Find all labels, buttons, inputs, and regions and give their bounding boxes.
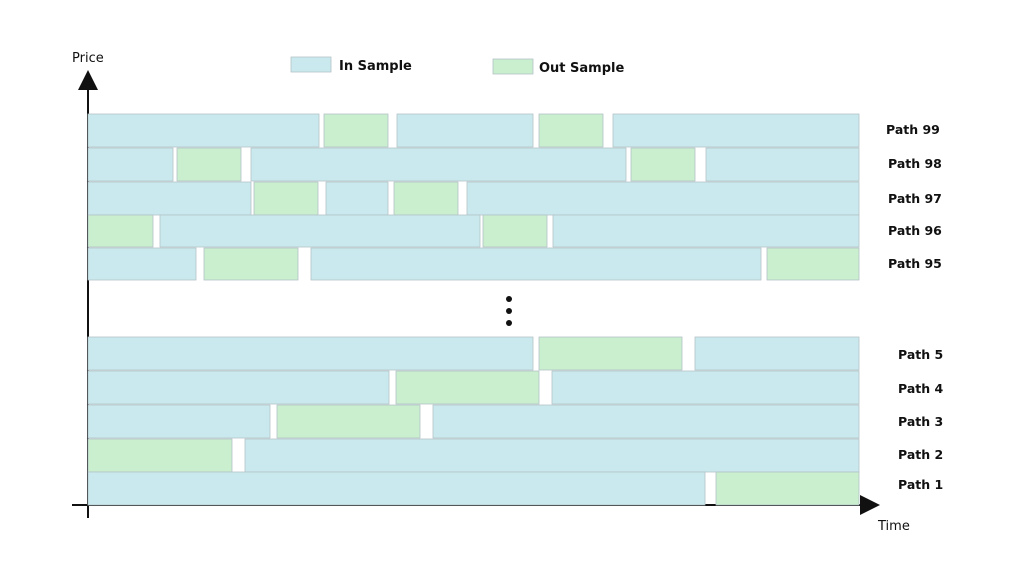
- path-row-path-98: Path 98: [87, 147, 942, 182]
- in-sample-segment: [87, 113, 320, 148]
- in-sample-segment: [466, 181, 860, 216]
- in-sample-segment: [87, 370, 390, 405]
- in-sample-segment: [694, 336, 860, 371]
- path-row-path-99: Path 99: [87, 113, 940, 148]
- out-sample-segment: [395, 370, 540, 405]
- paths: Path 99 Path 98 Path 97 Path 96 Path 95 Path …: [87, 113, 943, 506]
- in-sample-segment: [87, 471, 706, 506]
- path-label: Path 95: [888, 256, 942, 271]
- in-sample-segment: [552, 214, 860, 248]
- in-sample-segment: [325, 181, 389, 216]
- out-sample-segment: [538, 336, 683, 371]
- out-sample-segment: [176, 147, 242, 182]
- out-sample-segment: [538, 113, 604, 148]
- x-axis-label: Time: [877, 519, 910, 534]
- legend-label-out-sample: Out Sample: [539, 61, 624, 76]
- path-row-path-2: Path 2: [87, 438, 943, 473]
- legend: In Sample Out Sample: [290, 56, 624, 76]
- path-row-path-3: Path 3: [87, 404, 943, 439]
- path-row-path-4: Path 4: [87, 370, 943, 405]
- out-sample-segment: [323, 113, 389, 148]
- path-label: Path 97: [888, 191, 942, 206]
- y-axis-label: Price: [72, 51, 104, 66]
- path-label: Path 4: [898, 381, 943, 396]
- path-label: Path 1: [898, 477, 943, 492]
- legend-label-in-sample: In Sample: [339, 59, 412, 74]
- in-sample-segment: [432, 404, 860, 439]
- in-sample-segment: [87, 404, 271, 439]
- out-sample-segment: [715, 471, 860, 506]
- path-label: Path 2: [898, 447, 943, 462]
- path-row-path-96: Path 96: [87, 214, 942, 248]
- out-sample-segment: [253, 181, 319, 216]
- out-sample-segment: [87, 438, 233, 473]
- path-label: Path 96: [888, 223, 942, 238]
- in-sample-segment: [250, 147, 627, 182]
- in-sample-segment: [87, 147, 174, 182]
- in-sample-segment: [551, 370, 860, 405]
- out-sample-segment: [766, 247, 860, 281]
- legend-swatch-out-sample: [492, 58, 534, 75]
- in-sample-segment: [396, 113, 534, 148]
- in-sample-segment: [87, 247, 197, 281]
- out-sample-segment: [630, 147, 696, 182]
- path-row-path-97: Path 97: [87, 181, 942, 216]
- legend-swatch-in-sample: [290, 56, 332, 73]
- in-sample-segment: [87, 336, 534, 371]
- path-row-path-95: Path 95: [87, 247, 942, 281]
- in-sample-segment: [705, 147, 860, 182]
- in-sample-segment: [310, 247, 762, 281]
- path-label: Path 5: [898, 347, 943, 362]
- in-sample-segment: [612, 113, 860, 148]
- path-label: Path 3: [898, 414, 943, 429]
- path-row-path-5: Path 5: [87, 336, 943, 371]
- path-row-path-1: Path 1: [87, 471, 943, 506]
- vertical-ellipsis-icon: [506, 296, 512, 326]
- out-sample-segment: [203, 247, 299, 281]
- out-sample-segment: [482, 214, 548, 248]
- out-sample-segment: [87, 214, 154, 248]
- in-sample-segment: [244, 438, 860, 473]
- path-label: Path 99: [886, 122, 940, 137]
- out-sample-segment: [393, 181, 459, 216]
- path-label: Path 98: [888, 156, 942, 171]
- in-sample-segment: [159, 214, 481, 248]
- in-sample-segment: [87, 181, 252, 216]
- out-sample-segment: [276, 404, 421, 439]
